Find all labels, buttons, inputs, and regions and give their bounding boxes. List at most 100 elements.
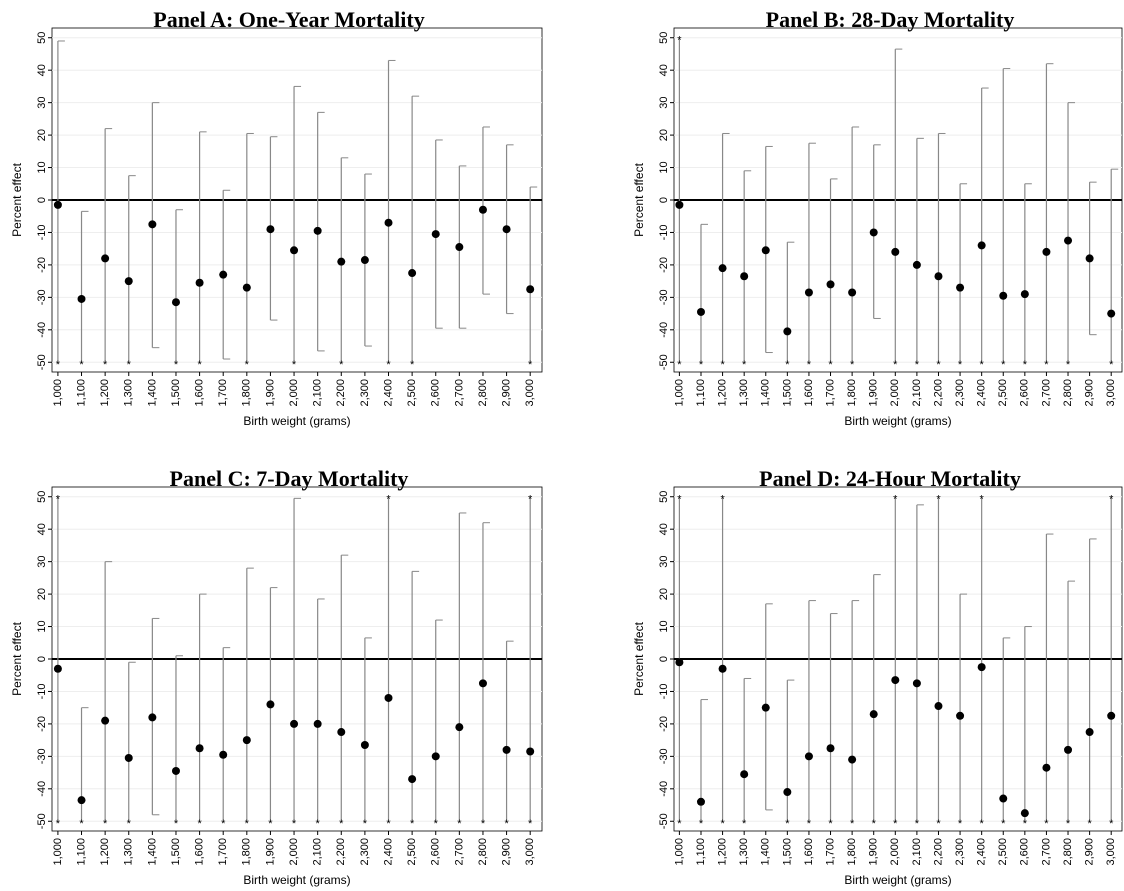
x-tick-label: 1,800 [846,838,858,866]
truncation-marker: * [1001,359,1006,371]
x-tick-label: 1,400 [760,379,772,407]
point-estimate [242,283,251,292]
y-tick-label: 0 [36,197,48,203]
truncation-marker: * [1044,359,1049,371]
truncation-marker: * [386,494,391,506]
point-estimate [313,719,322,728]
truncation-marker: * [386,818,391,830]
truncation-marker: * [915,359,920,371]
x-tick-label: 1,100 [75,379,87,407]
y-axis-title: Percent effect [10,162,24,236]
x-tick-label: 3,000 [524,379,536,407]
truncation-marker: * [292,818,297,830]
point-estimate [1085,728,1094,737]
truncation-marker: * [410,359,415,371]
point-estimate [761,246,770,255]
point-estimate [148,220,157,229]
x-tick-label: 2,900 [500,379,512,407]
y-tick-label: -40 [36,322,48,338]
y-tick-label: -30 [36,289,48,305]
point-estimate [266,225,275,234]
y-tick-label: 20 [658,588,670,600]
x-tick-label: 1,600 [803,379,815,407]
point-estimate [934,272,943,281]
x-tick-label: 1,200 [716,838,728,866]
point-estimate [891,247,900,256]
x-tick-label: 1,000 [52,838,64,866]
x-tick-label: 2,700 [1040,379,1052,407]
x-tick-label: 2,800 [1062,838,1074,866]
truncation-marker: * [316,818,321,830]
x-tick-label: 2,100 [911,379,923,407]
truncation-marker: * [807,359,812,371]
point-estimate [101,716,110,725]
point-estimate [526,747,535,756]
truncation-marker: * [742,818,747,830]
x-tick-label: 1,800 [846,379,858,407]
y-tick-label: -20 [658,257,670,273]
point-estimate [1042,247,1051,256]
truncation-marker: * [807,818,812,830]
y-tick-label: 50 [658,491,670,503]
x-tick-label: 1,700 [217,838,229,866]
x-tick-label: 1,100 [695,379,707,407]
point-estimate [124,277,133,286]
x-tick-label: 2,500 [997,838,1009,866]
point-estimate [337,728,346,737]
truncation-marker: * [292,359,297,371]
y-tick-label: 40 [658,64,670,76]
truncation-marker: * [893,359,898,371]
point-estimate [53,664,62,673]
x-tick-label: 2,700 [1040,838,1052,866]
point-estimate [912,679,921,688]
x-tick-label: 2,200 [335,838,347,866]
x-tick-label: 1,500 [170,379,182,407]
truncation-marker: * [958,818,963,830]
truncation-marker: * [893,494,898,506]
truncation-marker: * [386,359,391,371]
point-estimate [101,254,110,263]
truncation-marker: * [828,359,833,371]
y-tick-label: -40 [36,781,48,797]
x-tick-label: 2,100 [312,838,324,866]
y-tick-label: -40 [658,781,670,797]
point-estimate [478,205,487,214]
x-tick-label: 1,000 [673,379,685,407]
truncation-marker: * [103,359,108,371]
truncation-marker: * [936,494,941,506]
point-estimate [848,755,857,764]
point-estimate [1042,763,1051,772]
truncation-marker: * [936,818,941,830]
truncation-marker: * [828,818,833,830]
x-tick-label: 1,900 [264,838,276,866]
y-tick-label: 10 [658,161,670,173]
truncation-marker: * [221,818,226,830]
x-axis-title: Birth weight (grams) [243,873,350,887]
x-tick-label: 2,800 [477,379,489,407]
point-estimate [455,723,464,732]
truncation-marker: * [197,359,202,371]
x-tick-label: 2,500 [997,379,1009,407]
point-estimate [891,676,900,685]
x-tick-label: 1,300 [738,838,750,866]
point-estimate [219,750,228,759]
truncation-marker: * [677,35,682,47]
x-tick-label: 1,300 [123,379,135,407]
x-tick-label: 2,500 [406,838,418,866]
point-estimate [761,703,770,712]
x-tick-label: 2,800 [1062,379,1074,407]
x-tick-label: 1,900 [868,838,880,866]
truncation-marker: * [677,359,682,371]
x-tick-label: 2,700 [453,838,465,866]
point-estimate [242,736,251,745]
point-estimate [171,766,180,775]
truncation-marker: * [699,818,704,830]
y-tick-label: 30 [658,556,670,568]
x-tick-label: 2,400 [382,838,394,866]
point-estimate [337,257,346,266]
x-tick-label: 2,200 [932,838,944,866]
x-tick-label: 2,000 [889,838,901,866]
x-tick-label: 2,400 [976,379,988,407]
truncation-marker: * [872,818,877,830]
x-tick-label: 2,600 [1019,838,1031,866]
